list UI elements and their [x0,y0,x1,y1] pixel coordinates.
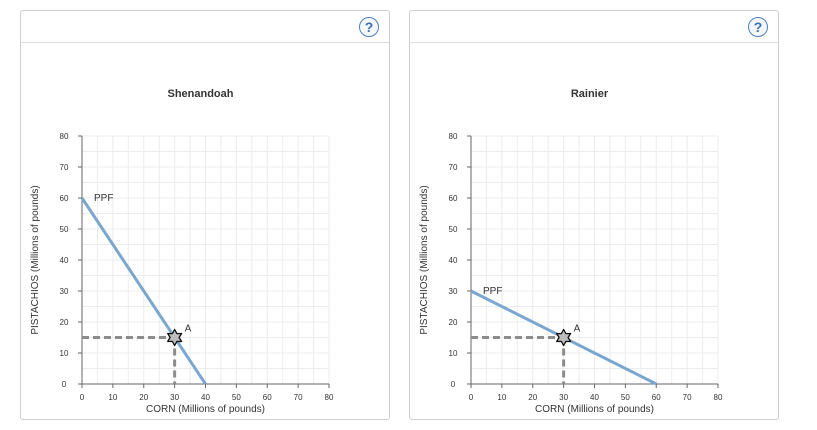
ppf-label: PPF [94,193,113,204]
x-tick-label: 10 [108,393,117,402]
y-tick-label: 20 [449,318,458,327]
y-tick-label: 40 [60,256,69,265]
x-tick-label: 80 [714,393,723,402]
point-a-label: A [185,324,192,335]
x-tick-label: 60 [652,393,661,402]
chart-title: Shenandoah [167,88,233,100]
x-tick-label: 60 [263,393,272,402]
ppf-line [80,197,207,385]
y-tick-label: 10 [60,349,69,358]
x-tick-label: 10 [497,393,506,402]
y-tick-label: 30 [449,287,458,296]
help-icon[interactable]: ? [748,17,768,37]
x-tick-label: 40 [590,393,599,402]
y-tick-label: 60 [449,194,458,203]
y-tick-label: 0 [62,380,67,389]
x-tick-label: 70 [294,393,303,402]
shenandoah-panel: ? Shenandoah 0 10 20 30 40 50 60 70 80 0 10 20 30 40 50… [20,10,390,420]
y-tick-label: 70 [449,163,458,172]
x-tick-label: 80 [325,393,334,402]
x-axis-title: CORN (Millions of pounds) [535,404,654,415]
x-axis-title: CORN (Millions of pounds) [146,404,265,415]
y-tick-label: 0 [451,380,456,389]
x-tick-label: 20 [528,393,537,402]
x-tick-label: 0 [80,393,85,402]
ppf-label: PPF [483,286,502,297]
y-tick-label: 10 [449,349,458,358]
point-a-marker [167,328,183,347]
panel-header: ? [410,11,778,43]
shenandoah-chart: Shenandoah 0 10 20 30 40 50 60 70 80 0 10 20 30 40 50 60… [30,88,334,415]
rainier-panel: ? Rainier 0 10 20 30 40 50 60 70 80 0 10 20 30 40 50 60 7… [409,10,779,420]
y-tick-label: 50 [60,225,69,234]
y-tick-label: 80 [60,132,69,141]
help-icon[interactable]: ? [359,17,379,37]
panel-header: ? [21,11,389,43]
x-tick-label: 50 [232,393,241,402]
rainier-chart: Rainier 0 10 20 30 40 50 60 70 80 0 10 20 30 40 50 60 70 8… [419,88,723,415]
y-axis-title: PISTACHIOS (Millions of pounds) [419,185,430,334]
y-tick-label: 80 [449,132,458,141]
x-tick-label: 70 [683,393,692,402]
y-tick-label: 20 [60,318,69,327]
y-tick-label: 40 [449,256,458,265]
x-tick-label: 20 [139,393,148,402]
x-tick-label: 40 [201,393,210,402]
chart-title: Rainier [571,88,609,100]
x-tick-label: 50 [621,393,630,402]
point-a-marker [556,328,572,347]
y-tick-label: 70 [60,163,69,172]
y-tick-label: 60 [60,194,69,203]
y-axis-title: PISTACHIOS (Millions of pounds) [30,185,41,334]
x-tick-label: 30 [559,393,568,402]
point-a-label: A [574,324,581,335]
x-tick-label: 30 [170,393,179,402]
y-tick-label: 50 [449,225,458,234]
x-tick-label: 0 [469,393,474,402]
y-tick-label: 30 [60,287,69,296]
